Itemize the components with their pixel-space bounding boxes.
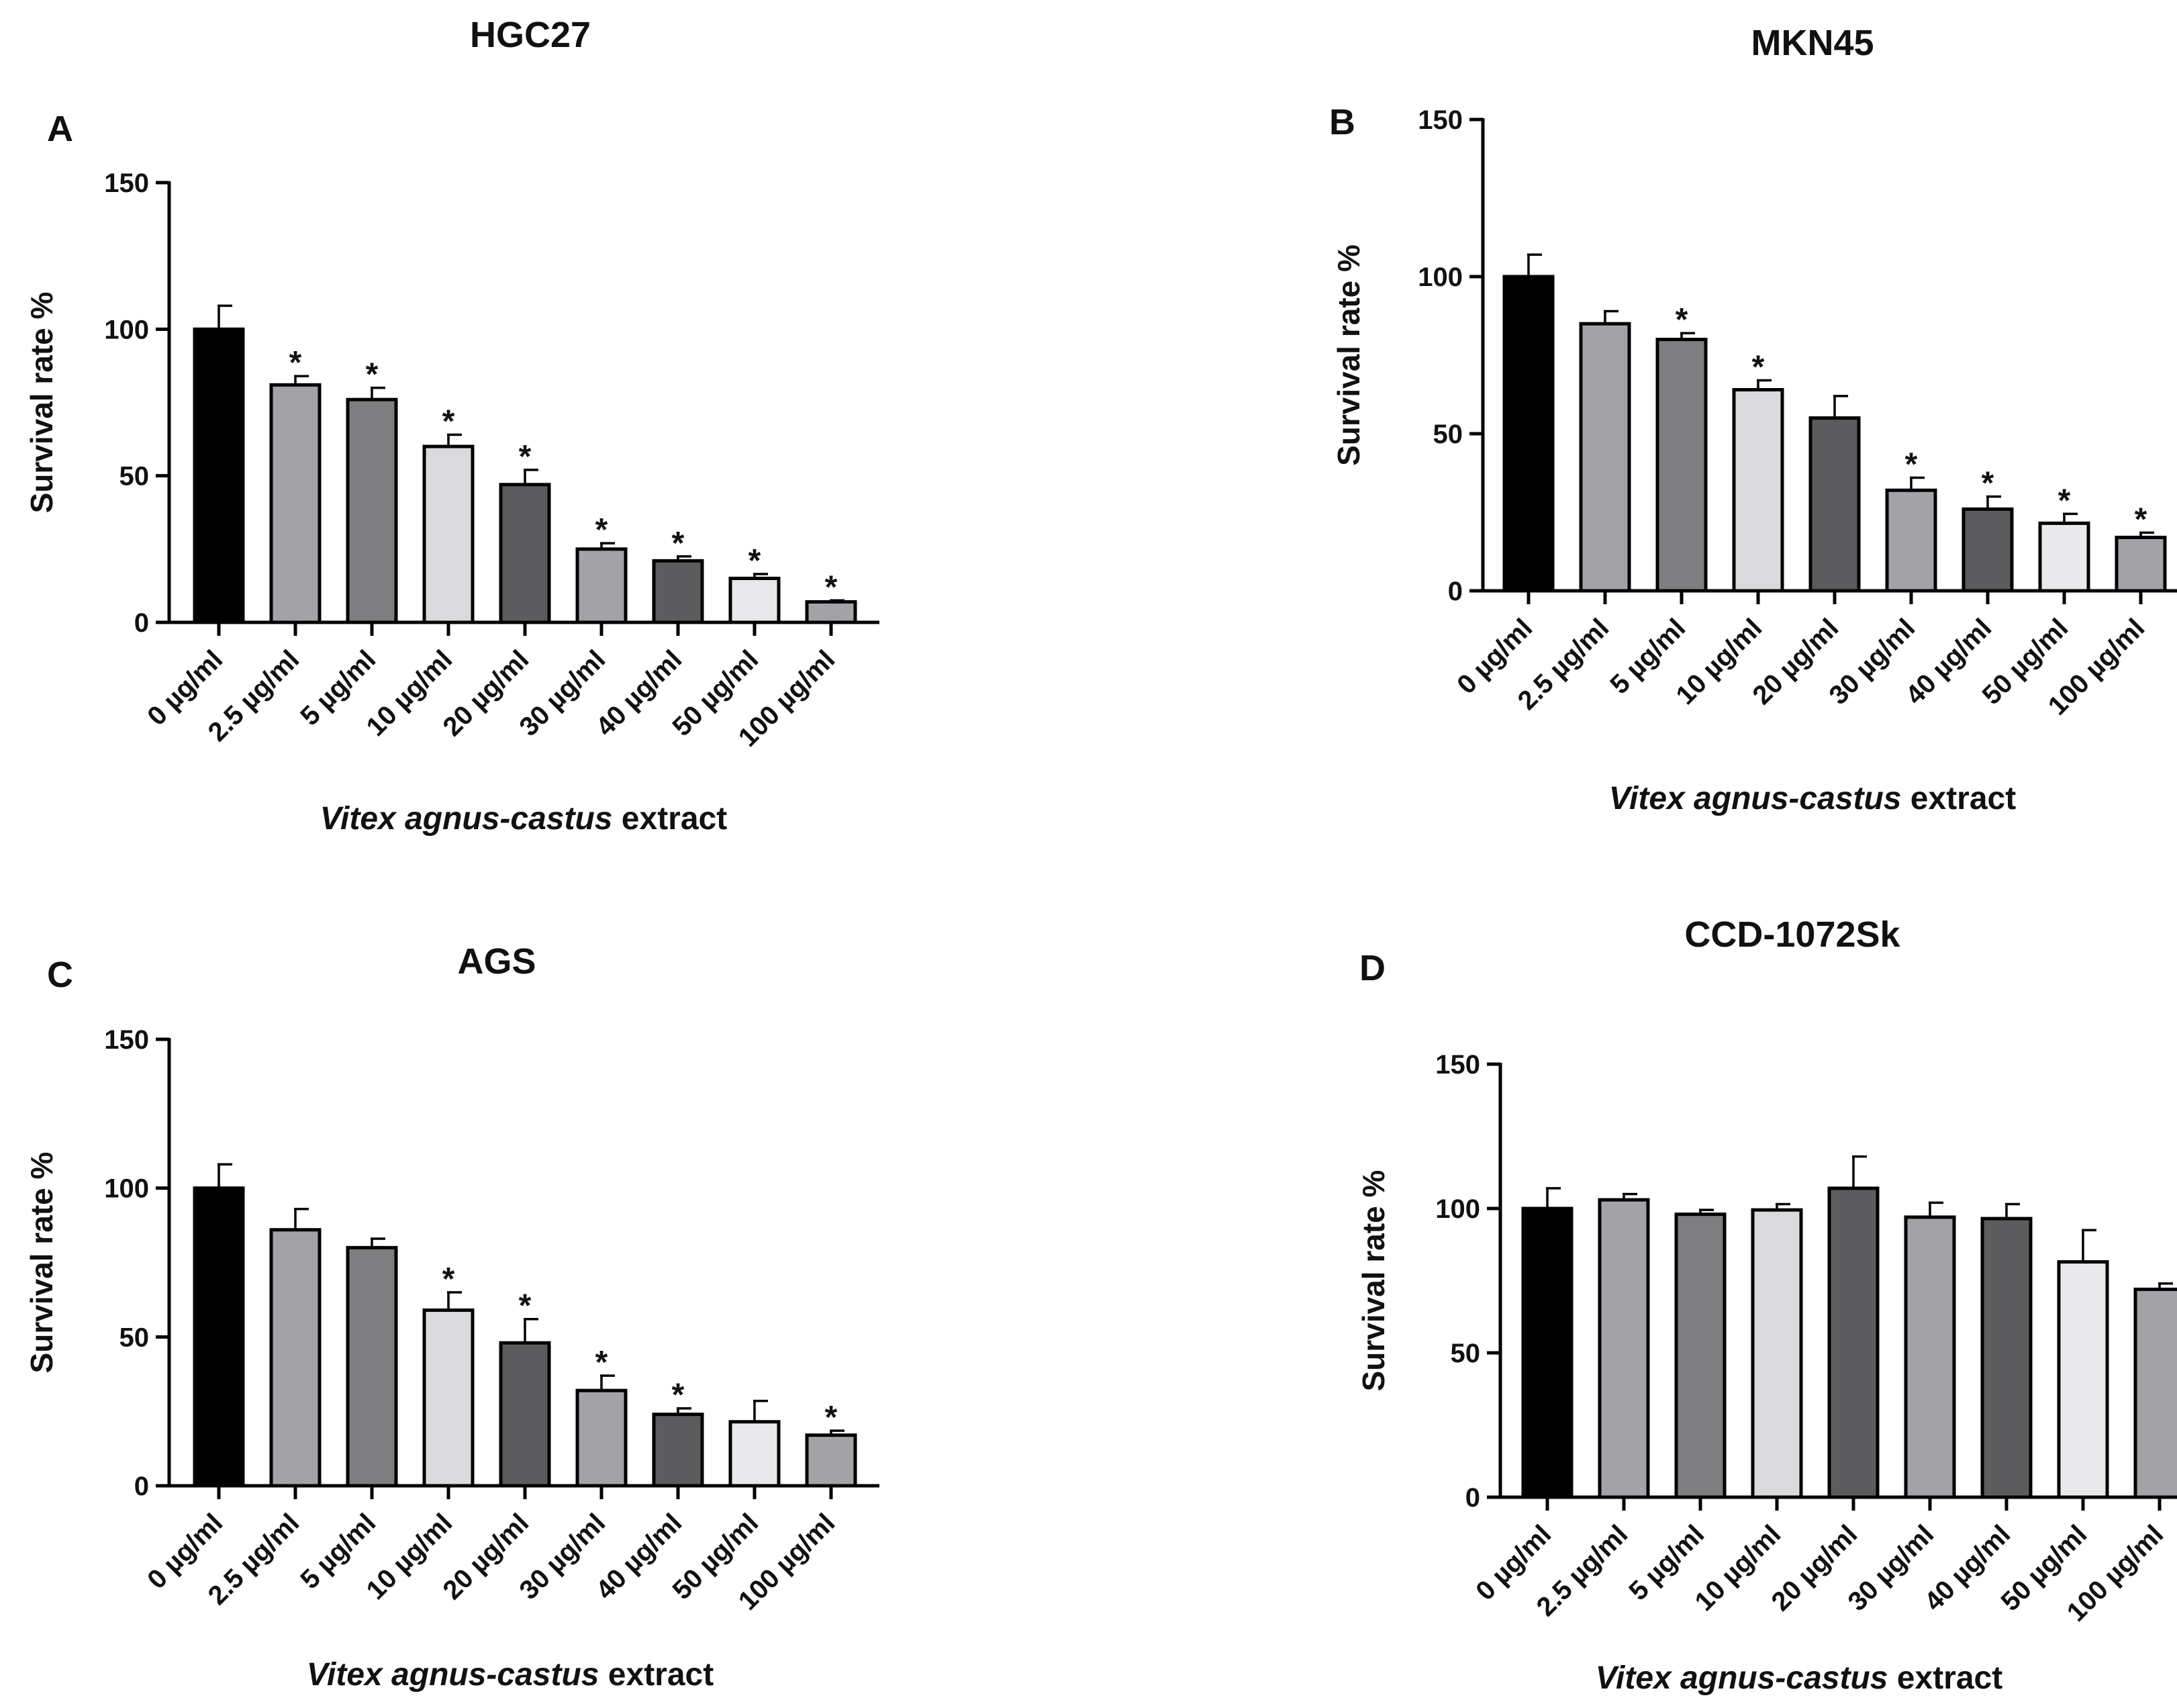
chart-c-significance-star: * (519, 1288, 532, 1324)
chart-d-ytick-label: 100 (1435, 1194, 1480, 1224)
chart-b-bar (1502, 275, 1555, 593)
chart-d-bar (1827, 1186, 1880, 1499)
chart-a-bar (728, 577, 781, 624)
chart-c-ytick-label: 0 (134, 1472, 149, 1501)
chart-a-significance-star: * (442, 404, 455, 440)
chart-c-panel-label: C (47, 955, 73, 995)
chart-a-bar (652, 559, 704, 624)
chart-b-significance-star: * (2058, 483, 2071, 518)
chart-c-xlabel: Vitex agnus-castus extract (307, 1657, 714, 1693)
chart-a-panel-label: A (47, 109, 73, 149)
chart-d-xlabel: Vitex agnus-castus extract (1596, 1660, 2002, 1696)
chart-a-bar (269, 383, 322, 624)
chart-a-bar (193, 327, 245, 624)
chart-a-bar (575, 547, 628, 624)
chart-c-bar (652, 1413, 704, 1488)
chart-d-bar (1521, 1206, 1574, 1499)
chart-b-bar (1732, 387, 1784, 593)
chart-d-bar (2133, 1287, 2177, 1499)
chart-b-bar (1655, 338, 1708, 593)
chart-d-ytick-label: 150 (1435, 1050, 1480, 1080)
chart-b-bar (1962, 507, 2014, 593)
chart-d-bar (1751, 1208, 1803, 1499)
chart-b-ytick-label: 100 (1418, 263, 1463, 292)
chart-b-title: MKN45 (1751, 23, 1874, 63)
chart-c-bar (575, 1388, 628, 1488)
chart-a-significance-star: * (289, 345, 302, 381)
chart-b-significance-star: * (1905, 447, 1918, 483)
chart-d-panel-label: D (1359, 948, 1386, 988)
chart-a-significance-star: * (366, 357, 379, 393)
chart-c-ytick-label: 150 (104, 1025, 149, 1055)
chart-d-bar (1980, 1217, 2033, 1499)
chart-a-ytick-label: 100 (104, 315, 149, 344)
chart-c-ylabel: Survival rate % (24, 1152, 59, 1374)
chart-c-ytick-label: 50 (119, 1323, 150, 1352)
chart-b-xlabel-rest: extract (1901, 781, 2016, 816)
chart-b-xlabel: Vitex agnus-castus extract (1609, 781, 2016, 816)
chart-b-bar (1808, 416, 1861, 593)
chart-c-xlabel-species: Vitex agnus-castus (307, 1657, 599, 1693)
chart-c-bar (728, 1420, 781, 1488)
chart-c-significance-star: * (442, 1262, 455, 1297)
chart-a-xlabel-rest: extract (612, 801, 727, 837)
chart-a-ytick-label: 50 (119, 462, 150, 491)
chart-a-bar (499, 483, 551, 624)
chart-b-ylabel: Survival rate % (1331, 244, 1366, 466)
chart-a-bar (346, 397, 398, 624)
chart-b-ytick-label: 50 (1433, 420, 1463, 449)
chart-c-significance-star: * (825, 1400, 838, 1435)
chart-b-significance-star: * (1982, 466, 1994, 502)
chart-a-bar (422, 444, 475, 624)
chart-a-xlabel: Vitex agnus-castus extract (320, 801, 727, 837)
chart-a-significance-star: * (519, 439, 532, 475)
chart-a-ylabel: Survival rate % (24, 292, 59, 514)
chart-c-bar (346, 1245, 398, 1488)
chart-a-significance-star: * (825, 569, 838, 605)
chart-d-title: CCD-1072Sk (1684, 914, 1900, 955)
chart-c-bar (193, 1186, 245, 1488)
chart-b-ytick-label: 150 (1418, 105, 1463, 135)
chart-a-significance-star: * (595, 512, 608, 548)
chart-a-significance-star: * (748, 543, 761, 579)
chart-d-ylabel: Survival rate % (1356, 1170, 1391, 1392)
chart-b-bar (2038, 521, 2090, 593)
chart-c-title: AGS (457, 941, 536, 982)
chart-b-significance-star: * (1752, 349, 1765, 385)
chart-b-xlabel-species: Vitex agnus-castus (1609, 781, 1902, 816)
chart-a-significance-star: * (672, 526, 685, 561)
chart-a-title: HGC27 (470, 15, 591, 55)
chart-b-ytick-label: 0 (1448, 577, 1463, 606)
chart-c-ytick-label: 100 (104, 1174, 149, 1204)
chart-d-bar (1598, 1198, 1650, 1499)
chart-b-significance-star: * (1676, 302, 1688, 338)
chart-d-xlabel-species: Vitex agnus-castus (1596, 1660, 1888, 1696)
chart-c-bar (269, 1228, 322, 1488)
chart-d-bar (1904, 1215, 1956, 1499)
chart-c-significance-star: * (672, 1378, 685, 1413)
chart-b-panel-label: B (1329, 102, 1355, 142)
chart-b-bar (1579, 322, 1631, 593)
chart-c-bar (499, 1341, 551, 1488)
chart-a-ytick-label: 0 (134, 608, 149, 638)
chart-d-bar (1674, 1213, 1727, 1499)
chart-d-ytick-label: 50 (1451, 1339, 1481, 1368)
chart-b-significance-star: * (2135, 502, 2147, 537)
chart-b-bar (1885, 488, 1937, 593)
chart-a-xlabel-species: Vitex agnus-castus (320, 801, 613, 837)
chart-c-bar (805, 1433, 857, 1488)
chart-c-significance-star: * (595, 1345, 608, 1380)
chart-d-ytick-label: 0 (1465, 1483, 1480, 1513)
chart-a-ytick-label: 150 (104, 169, 149, 198)
chart-b-bar (2115, 535, 2167, 593)
chart-c-bar (422, 1308, 475, 1488)
chart-d-bar (2057, 1260, 2109, 1499)
chart-d-xlabel-rest: extract (1888, 1660, 2002, 1696)
chart-c-xlabel-rest: extract (599, 1657, 714, 1693)
